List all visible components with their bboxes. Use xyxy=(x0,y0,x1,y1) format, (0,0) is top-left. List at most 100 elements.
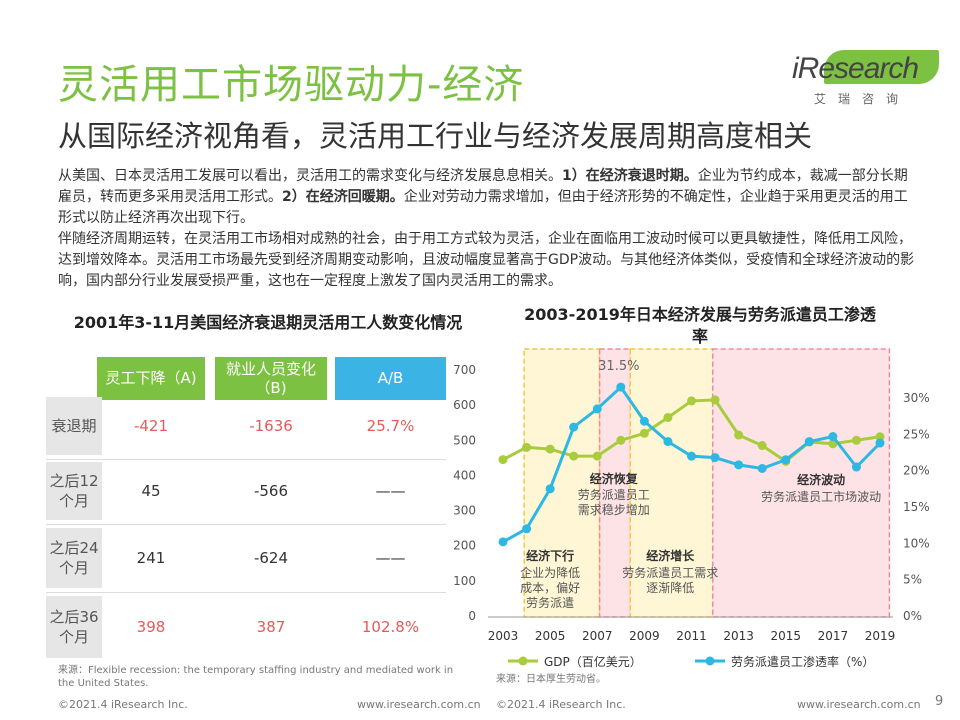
data-point xyxy=(592,451,602,461)
table-cell-ab: —— xyxy=(375,482,406,500)
table-row-label: 之后36个月 xyxy=(46,596,102,658)
table-row-label: 之后12个月 xyxy=(46,462,102,520)
data-point xyxy=(639,416,649,426)
data-point xyxy=(734,460,744,470)
phase-desc: 劳务派遣员工 xyxy=(578,487,650,502)
data-point xyxy=(804,437,814,447)
data-point xyxy=(875,432,885,442)
right-axis-tick: 30% xyxy=(903,391,930,405)
chart-title: 2003-2019年日本经济发展与劳务派遣员工渗透率 xyxy=(524,305,876,346)
right-axis-tick: 10% xyxy=(903,536,930,550)
legend-marker xyxy=(705,656,715,666)
legend-label: 劳务派遣员工渗透率（%） xyxy=(731,654,874,669)
data-point xyxy=(639,428,649,438)
left-axis-tick: 500 xyxy=(453,433,476,447)
phase-desc: 企业为降低 xyxy=(520,565,580,580)
data-point xyxy=(757,441,767,451)
left-axis-tick: 0 xyxy=(468,609,476,623)
logo-word: iResearch xyxy=(792,52,919,85)
left-axis-tick: 100 xyxy=(453,574,476,588)
table-cell-a: 45 xyxy=(141,482,161,500)
data-point xyxy=(545,484,555,494)
left-axis-tick: 300 xyxy=(453,504,476,518)
phase-title: 经济波动 xyxy=(797,472,845,487)
right-axis-tick: 5% xyxy=(903,573,922,587)
body-p1-e: 企业对劳动力需求增加，但由于经济形势的不确定性，企业趋于采用更灵活的用工形式以防… xyxy=(58,189,908,226)
body-text: 从美国、日本灵活用工发展可以看出，灵活用工的需求变化与经济发展息息相关。1）在经… xyxy=(58,166,920,292)
table-divider xyxy=(46,592,446,593)
data-point xyxy=(781,455,791,465)
phase-desc: 需求稳步增加 xyxy=(578,502,650,517)
phase-title: 经济增长 xyxy=(646,548,695,563)
footer-copyright-right: ©2021.4 iResearch Inc. xyxy=(496,698,626,711)
x-axis-tick: 2007 xyxy=(582,629,613,643)
x-axis-tick: 2009 xyxy=(629,629,660,643)
table-header-ab-label: A/B xyxy=(377,369,404,387)
data-point xyxy=(569,451,579,461)
x-axis-tick: 2013 xyxy=(723,629,754,643)
footer-copyright-left: ©2021.4 iResearch Inc. xyxy=(58,698,188,711)
logo-leaf-icon xyxy=(824,50,939,84)
data-point xyxy=(734,430,744,440)
table-header-ab: A/B xyxy=(335,357,446,400)
x-axis-tick: 2019 xyxy=(865,629,896,643)
data-point xyxy=(616,382,626,392)
data-point xyxy=(687,396,696,406)
page-subtitle: 从国际经济视角看，灵活用工行业与经济发展周期高度相关 xyxy=(58,119,813,153)
table-cell-ab: 25.7% xyxy=(366,417,415,435)
table-cell-ab: —— xyxy=(375,549,406,567)
iresearch-logo: iResearch 艾瑞咨询 xyxy=(792,50,939,112)
data-point xyxy=(616,435,626,445)
table-divider xyxy=(46,459,446,460)
table-row-label: 之后24个月 xyxy=(46,528,102,588)
data-point xyxy=(522,442,532,452)
footer-url-right: www.iresearch.com.cn xyxy=(797,698,921,711)
phase-desc: 劳务派遣 xyxy=(526,595,574,610)
left-axis-tick: 700 xyxy=(453,363,476,377)
body-paragraph-2: 伴随经济周期运转，在灵活用工市场相对成熟的社会，由于用工方式较为灵活，企业在面临… xyxy=(58,231,915,289)
table-divider xyxy=(46,524,446,525)
phase-desc: 成本，偏好 xyxy=(520,580,580,595)
table-cell-b: -566 xyxy=(253,482,289,500)
body-p1-b: 1）在经济衰退时期。 xyxy=(562,168,698,184)
phase-desc: 逐渐降低 xyxy=(646,581,694,595)
data-point xyxy=(498,537,508,547)
right-axis-tick: 0% xyxy=(903,609,922,623)
data-point xyxy=(522,524,532,534)
body-paragraph-1: 从美国、日本灵活用工发展可以看出，灵活用工的需求变化与经济发展息息相关。1）在经… xyxy=(58,166,920,229)
phase-box xyxy=(629,348,714,618)
data-point xyxy=(710,453,720,463)
data-point xyxy=(828,432,838,442)
x-axis-tick: 2005 xyxy=(535,629,566,643)
table-cell-b: 387 xyxy=(256,618,286,636)
data-point xyxy=(710,395,720,405)
table-cell-a: 241 xyxy=(136,549,166,567)
table-source: 来源：Flexible recession: the temporary sta… xyxy=(58,665,454,689)
table-cell-a: -421 xyxy=(133,417,169,435)
data-point xyxy=(875,438,885,448)
left-axis-tick: 600 xyxy=(453,398,476,412)
data-point xyxy=(757,463,767,473)
chart-source: 来源：日本厚生劳动省。 xyxy=(496,674,606,685)
legend-marker xyxy=(518,656,528,666)
x-axis-tick: 2011 xyxy=(676,629,707,643)
data-point xyxy=(592,404,602,414)
phase-desc: 劳务派遣员工需求 xyxy=(622,565,718,580)
table-header-b: 就业人员变化（B) xyxy=(215,357,327,400)
data-point xyxy=(663,437,673,447)
right-axis-tick: 25% xyxy=(903,427,930,441)
left-axis-tick: 200 xyxy=(453,539,476,553)
x-axis-tick: 2015 xyxy=(770,629,801,643)
body-p1-a: 从美国、日本灵活用工发展可以看出，灵活用工的需求变化与经济发展息息相关。 xyxy=(58,168,562,184)
data-point xyxy=(851,435,861,445)
data-point xyxy=(687,451,696,461)
phase-box xyxy=(711,348,891,618)
peak-label: 31.5% xyxy=(598,359,639,374)
data-point xyxy=(569,422,579,432)
body-p1-c: 企业为节约成本，裁减一部分长期雇员，转而更多采用灵活用工形式。 xyxy=(58,168,908,205)
table-header-b-label: 就业人员变化（B) xyxy=(225,359,316,397)
x-axis-tick: 2017 xyxy=(818,629,849,643)
data-point xyxy=(545,444,555,454)
table-cell-b: -1636 xyxy=(249,417,293,435)
table-cell-a: 398 xyxy=(136,618,166,636)
